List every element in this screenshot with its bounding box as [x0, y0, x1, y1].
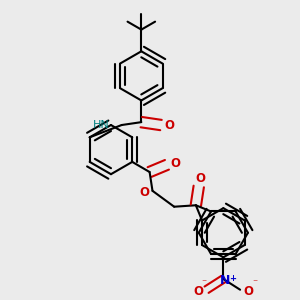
Text: N: N	[220, 274, 230, 287]
Text: HN: HN	[93, 120, 110, 130]
Text: ⁻: ⁻	[252, 278, 257, 288]
Text: O: O	[244, 285, 254, 298]
Text: O: O	[170, 157, 180, 170]
Text: +: +	[229, 274, 236, 283]
Text: O: O	[193, 285, 203, 298]
Text: ⁻: ⁻	[201, 278, 206, 288]
Text: O: O	[164, 118, 174, 131]
Text: O: O	[140, 186, 149, 199]
Text: O: O	[196, 172, 206, 185]
